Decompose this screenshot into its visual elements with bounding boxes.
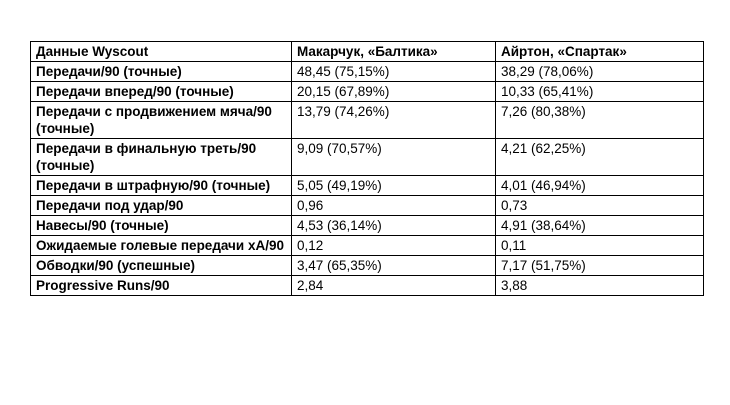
- row-value-player-1: 2,84: [291, 275, 496, 296]
- row-label: Передачи/90 (точные): [30, 61, 292, 82]
- row-value-player-1: 4,53 (36,14%): [291, 215, 496, 236]
- row-value-player-1: 13,79 (74,26%): [291, 101, 496, 139]
- row-value-player-2: 4,91 (38,64%): [495, 215, 704, 236]
- row-value-player-1: 48,45 (75,15%): [291, 61, 496, 82]
- row-label: Progressive Runs/90: [30, 275, 292, 296]
- row-value-player-2: 38,29 (78,06%): [495, 61, 704, 82]
- row-value-player-2: 3,88: [495, 275, 704, 296]
- row-value-player-1: 5,05 (49,19%): [291, 175, 496, 196]
- row-value-player-2: 0,11: [495, 235, 704, 256]
- row-value-player-2: 10,33 (65,41%): [495, 81, 704, 102]
- stats-table: Данные Wyscout Макарчук, «Балтика» Айрто…: [30, 41, 704, 296]
- row-label: Навесы/90 (точные): [30, 215, 292, 236]
- header-cell-player-2: Айртон, «Спартак»: [495, 41, 704, 62]
- row-value-player-1: 9,09 (70,57%): [291, 138, 496, 176]
- table-row: Передачи под удар/90 0,96 0,73: [30, 195, 704, 216]
- table-row: Навесы/90 (точные) 4,53 (36,14%) 4,91 (3…: [30, 215, 704, 236]
- table-header-row: Данные Wyscout Макарчук, «Балтика» Айрто…: [30, 41, 704, 62]
- row-label: Передачи в финальную треть/90 (точные): [30, 138, 292, 176]
- row-value-player-2: 0,73: [495, 195, 704, 216]
- row-label: Ожидаемые голевые передачи xA/90: [30, 235, 292, 256]
- row-value-player-1: 20,15 (67,89%): [291, 81, 496, 102]
- row-value-player-2: 7,17 (51,75%): [495, 255, 704, 276]
- row-label: Передачи с продвижением мяча/90 (точные): [30, 101, 292, 139]
- header-cell-player-1: Макарчук, «Балтика»: [291, 41, 496, 62]
- table-row: Обводки/90 (успешные) 3,47 (65,35%) 7,17…: [30, 255, 704, 276]
- row-label: Обводки/90 (успешные): [30, 255, 292, 276]
- row-value-player-1: 3,47 (65,35%): [291, 255, 496, 276]
- header-cell-source: Данные Wyscout: [30, 41, 292, 62]
- table-row: Передачи вперед/90 (точные) 20,15 (67,89…: [30, 81, 704, 102]
- row-value-player-2: 4,21 (62,25%): [495, 138, 704, 176]
- table-row: Передачи в финальную треть/90 (точные) 9…: [30, 138, 704, 176]
- table-row: Передачи с продвижением мяча/90 (точные)…: [30, 101, 704, 139]
- row-label: Передачи под удар/90: [30, 195, 292, 216]
- row-value-player-1: 0,96: [291, 195, 496, 216]
- row-value-player-1: 0,12: [291, 235, 496, 256]
- row-value-player-2: 7,26 (80,38%): [495, 101, 704, 139]
- row-value-player-2: 4,01 (46,94%): [495, 175, 704, 196]
- row-label: Передачи в штрафную/90 (точные): [30, 175, 292, 196]
- table-row: Передачи/90 (точные) 48,45 (75,15%) 38,2…: [30, 61, 704, 82]
- table-row: Progressive Runs/90 2,84 3,88: [30, 275, 704, 296]
- table-row: Ожидаемые голевые передачи xA/90 0,12 0,…: [30, 235, 704, 256]
- table-row: Передачи в штрафную/90 (точные) 5,05 (49…: [30, 175, 704, 196]
- row-label: Передачи вперед/90 (точные): [30, 81, 292, 102]
